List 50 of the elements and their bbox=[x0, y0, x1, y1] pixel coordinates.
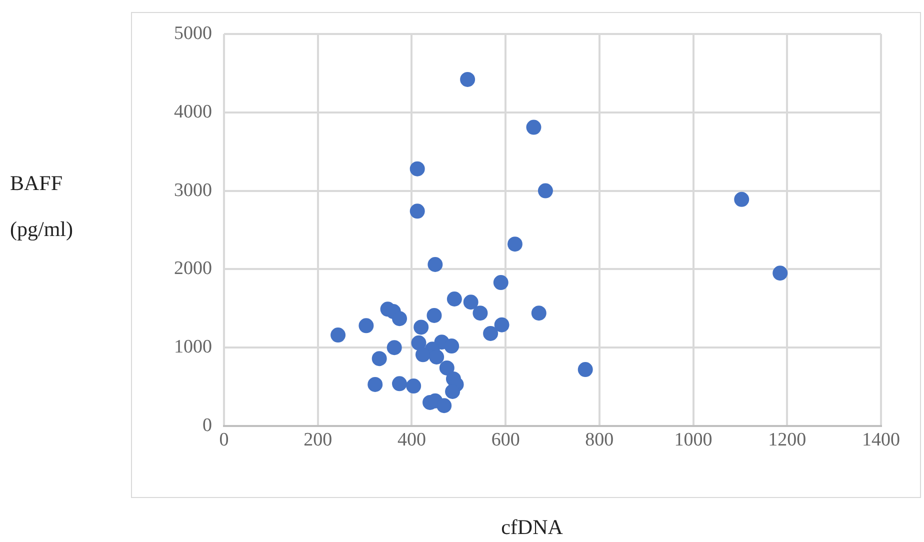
x-tick-label: 400 bbox=[397, 429, 426, 450]
x-tick-label: 1200 bbox=[768, 429, 806, 450]
point bbox=[460, 72, 476, 87]
point bbox=[483, 326, 498, 341]
x-tick-label: 200 bbox=[304, 429, 332, 450]
point bbox=[445, 384, 460, 400]
point bbox=[446, 291, 462, 306]
point bbox=[411, 335, 426, 350]
point bbox=[472, 306, 488, 321]
point bbox=[429, 350, 444, 365]
point bbox=[734, 192, 750, 207]
point bbox=[436, 398, 452, 414]
point bbox=[531, 306, 546, 321]
point bbox=[428, 256, 443, 272]
point bbox=[493, 275, 508, 290]
x-tick-label: 0 bbox=[219, 429, 229, 450]
point bbox=[772, 266, 788, 281]
point bbox=[507, 236, 522, 252]
point bbox=[439, 360, 454, 376]
point bbox=[392, 376, 408, 392]
point bbox=[463, 294, 478, 310]
point bbox=[386, 340, 402, 356]
x-axis-title: cfDNA bbox=[500, 515, 564, 540]
y-tick-label: 2000 bbox=[174, 258, 212, 280]
point bbox=[426, 308, 442, 323]
y-tick-label: 1000 bbox=[174, 336, 212, 358]
point bbox=[410, 161, 425, 176]
point bbox=[494, 317, 510, 332]
x-tick-label: 600 bbox=[491, 429, 520, 450]
x-tick-label: 1000 bbox=[674, 429, 712, 450]
point bbox=[358, 318, 374, 334]
point bbox=[392, 311, 408, 326]
point bbox=[372, 351, 387, 366]
point bbox=[526, 120, 542, 135]
y-tick-label: 4000 bbox=[174, 101, 212, 122]
y-axis-title: BAFF (pg/ml) bbox=[10, 170, 74, 243]
point bbox=[578, 362, 593, 378]
point bbox=[538, 183, 553, 198]
point bbox=[444, 338, 460, 354]
point bbox=[368, 376, 383, 392]
x-tick-label: 1400 bbox=[862, 429, 900, 450]
point bbox=[414, 320, 429, 335]
y-tick-label: 0 bbox=[202, 414, 212, 436]
point bbox=[410, 204, 425, 219]
x-tick-label: 800 bbox=[585, 429, 614, 450]
point bbox=[330, 328, 346, 343]
point bbox=[415, 347, 430, 362]
point bbox=[406, 378, 422, 394]
y-tick-label: 5000 bbox=[174, 22, 212, 44]
y-tick-label: 3000 bbox=[174, 180, 212, 201]
